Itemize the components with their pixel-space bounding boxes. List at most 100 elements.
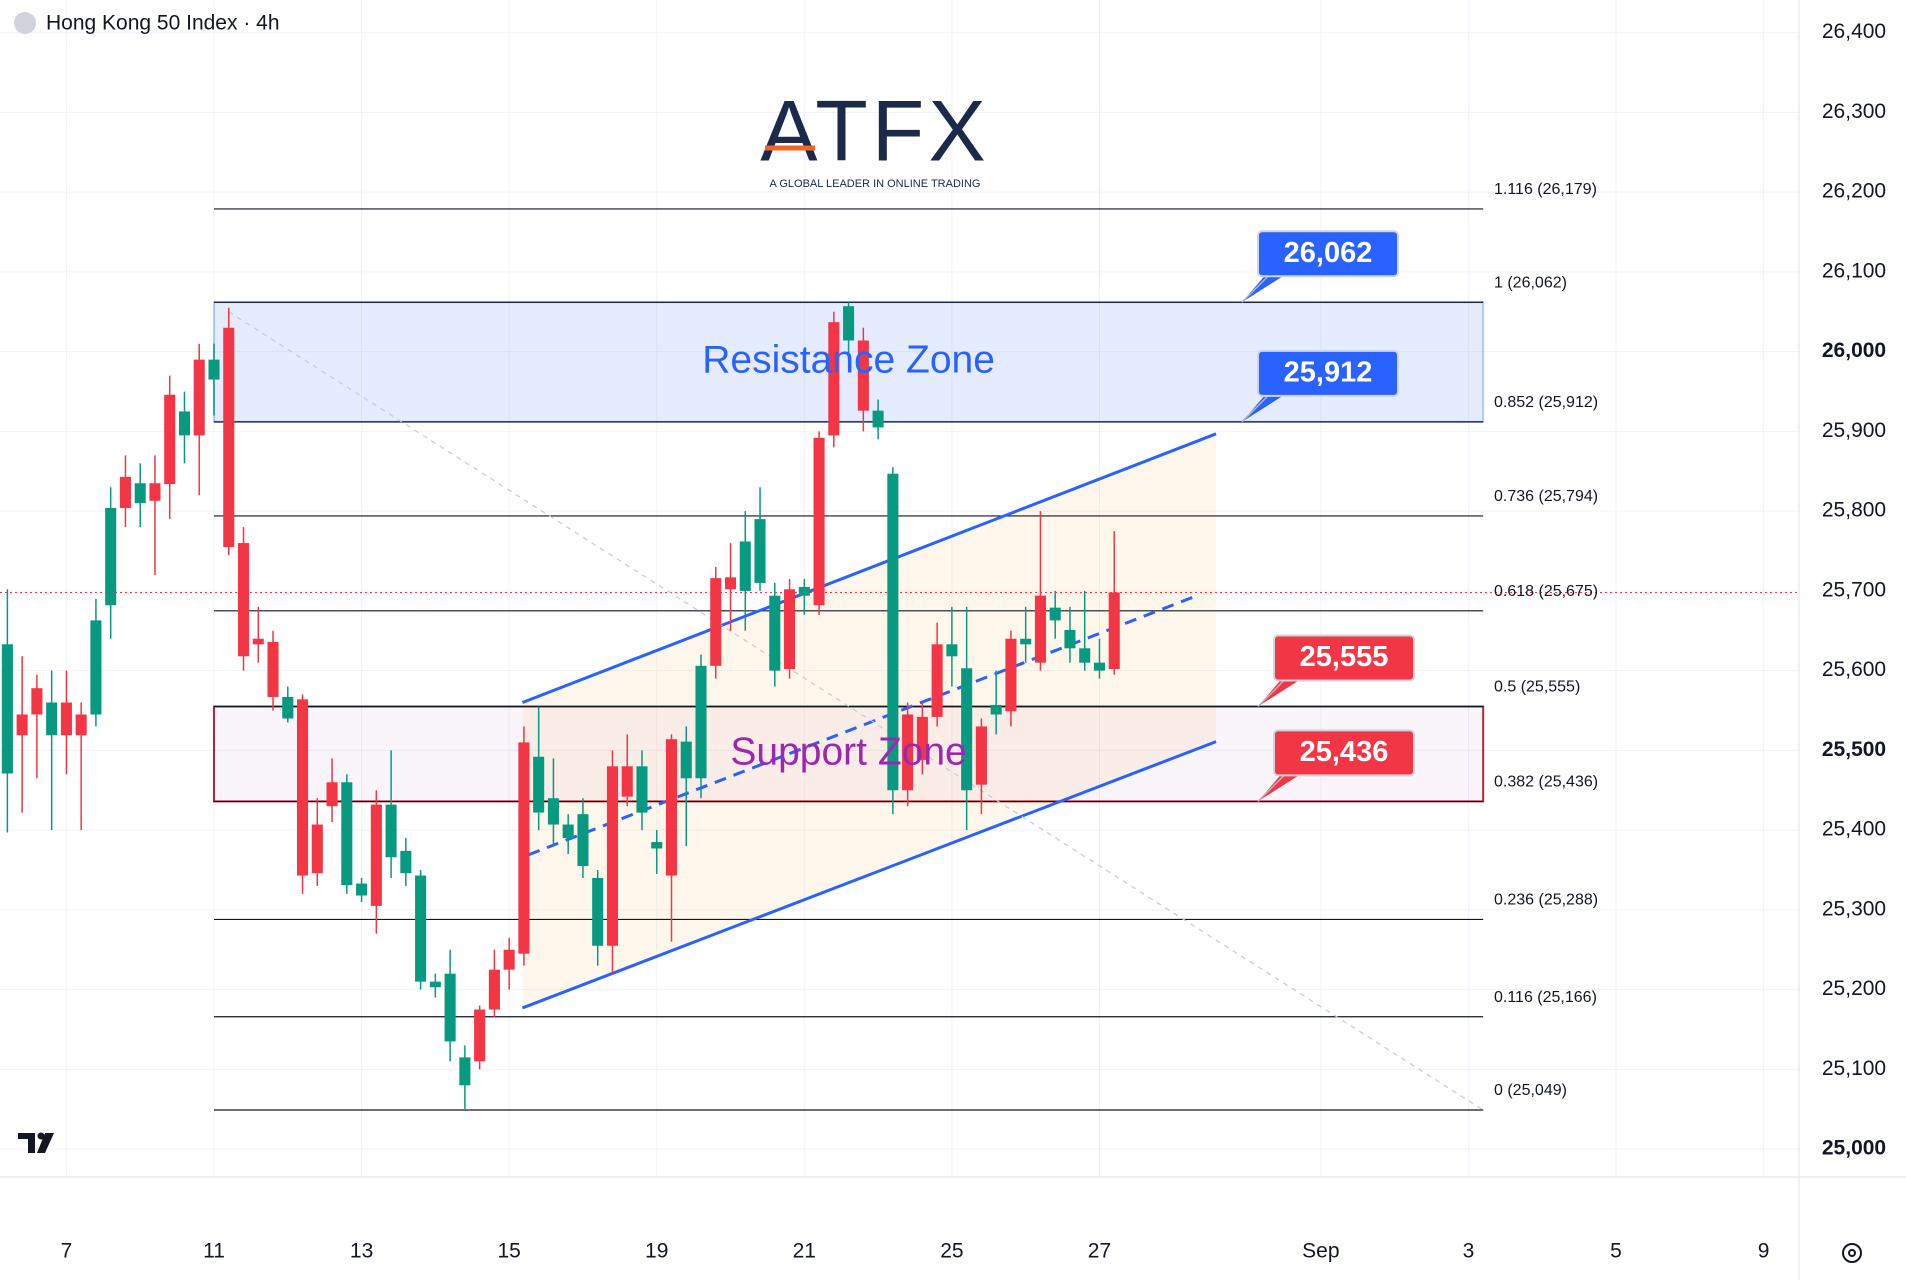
trendline (228, 311, 1484, 1111)
candle-body (297, 699, 309, 876)
candle-body (119, 476, 131, 508)
x-tick-label: Sep (1302, 1240, 1339, 1263)
candle-body (1049, 607, 1061, 621)
callout-pointer-line (1241, 395, 1269, 423)
candle-body (665, 739, 678, 876)
y-tick-label: 26,400 (1822, 20, 1886, 43)
candle-body (651, 842, 663, 849)
callout-pointer (1242, 274, 1286, 303)
candle-body (754, 519, 766, 583)
candle-body (16, 714, 28, 736)
candle-body (341, 782, 353, 886)
candle-body (459, 1057, 471, 1086)
candle-body (1034, 595, 1046, 663)
candle-body (784, 589, 796, 670)
candle-body (178, 411, 191, 436)
candle-body (902, 714, 914, 791)
y-tick-label: 25,500 (1822, 738, 1886, 761)
y-tick-label: 25,100 (1822, 1057, 1886, 1080)
candle-body (636, 766, 648, 813)
x-tick-label: 27 (1088, 1240, 1111, 1263)
candle-body (134, 483, 146, 504)
x-tick-label: 19 (645, 1240, 668, 1263)
candle-body (503, 949, 515, 970)
candle-body (208, 359, 220, 380)
candle-body (326, 782, 338, 807)
candle-body (931, 644, 943, 717)
fib-label: 0.618 (25,675) (1494, 583, 1598, 600)
settings-icon[interactable] (1842, 1243, 1862, 1263)
candle-body (621, 766, 633, 797)
callout-label: 25,912 (1284, 356, 1373, 388)
callout-label: 25,436 (1300, 736, 1389, 768)
callout-box (1273, 729, 1415, 777)
callout-pointer (1258, 678, 1302, 707)
y-tick-label: 25,400 (1822, 818, 1886, 841)
callout-pointer-line (1241, 275, 1269, 303)
candle-body (680, 741, 692, 779)
candle-body (415, 875, 427, 982)
callout-pointer (1242, 393, 1286, 422)
callout-pointer-line (1257, 679, 1285, 708)
candle-body (60, 702, 72, 736)
x-tick-label: 11 (203, 1240, 225, 1263)
tv-logo-part (37, 1133, 54, 1153)
candle-body (533, 756, 545, 813)
candle-body (1093, 662, 1106, 671)
candle-body (237, 543, 250, 657)
y-tick-label: 26,200 (1822, 180, 1886, 203)
x-tick-label: 5 (1610, 1240, 1622, 1263)
tv-logo (18, 1132, 54, 1153)
candle-body (872, 410, 884, 428)
candle-body (946, 644, 958, 657)
callout-pointer (1258, 773, 1302, 802)
trendline (521, 740, 1217, 1010)
callout-label: 26,062 (1284, 237, 1373, 269)
zone-label: Support Zone (730, 730, 966, 773)
y-tick-label: 26,000 (1822, 339, 1886, 362)
channel-fill (522, 433, 1217, 1008)
fib-label: 0.5 (25,555) (1494, 679, 1580, 696)
fib-label: 0.116 (25,166) (1494, 989, 1597, 1006)
settings-gear-center[interactable] (1848, 1249, 1856, 1257)
candle-body (798, 586, 810, 596)
y-tick-label: 26,100 (1822, 259, 1886, 282)
chart-title: Hong Kong 50 Index · 4h (46, 12, 280, 35)
candle-body (813, 437, 825, 606)
candle-body (90, 620, 102, 715)
candle-body (474, 1009, 486, 1062)
y-tick-label: 25,600 (1822, 658, 1886, 681)
x-tick-label: 7 (61, 1240, 73, 1263)
x-tick-label: 25 (940, 1240, 963, 1263)
candle-body (547, 798, 559, 825)
candle-body (385, 804, 397, 858)
callout-box (1257, 230, 1399, 278)
candle-body (46, 702, 58, 736)
y-tick-label: 25,000 (1822, 1137, 1886, 1160)
x-tick-label: 15 (497, 1240, 520, 1263)
candle-body (267, 641, 279, 697)
candle-body (739, 541, 751, 591)
candle-body (828, 322, 840, 436)
candle-body (1064, 629, 1076, 649)
y-tick-label: 25,300 (1822, 897, 1886, 920)
candle-body (193, 359, 205, 436)
candle-body (282, 696, 294, 719)
logo-tagline: A GLOBAL LEADER IN ONLINE TRADING (770, 178, 981, 190)
candle-body (577, 814, 589, 867)
symbol-icon (14, 12, 36, 34)
y-tick-label: 25,900 (1822, 419, 1886, 442)
x-tick-label: 13 (350, 1240, 373, 1263)
candle-body (1079, 648, 1091, 663)
settings-gear[interactable] (1842, 1243, 1862, 1263)
candle-body (724, 577, 737, 590)
candle-body (488, 969, 500, 1010)
candle-body (975, 726, 987, 785)
fib-label: 0.382 (25,436) (1494, 774, 1598, 791)
candle-body (695, 665, 707, 779)
candle-body (562, 824, 574, 839)
candle-body (961, 668, 973, 791)
candle-body (400, 850, 412, 874)
